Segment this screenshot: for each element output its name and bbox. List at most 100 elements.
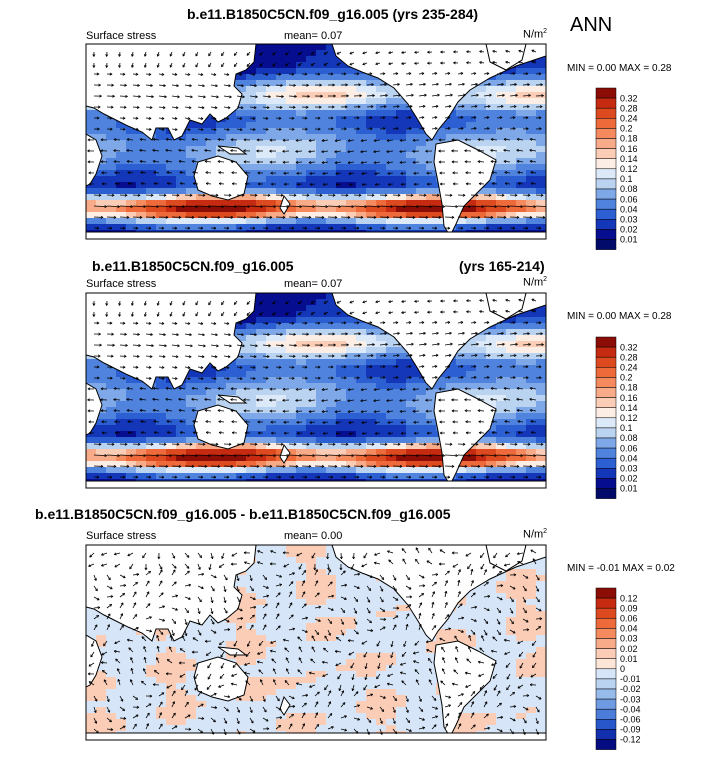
wind-vector-head [360, 161, 364, 165]
field-cell [306, 56, 317, 63]
field-cell [286, 182, 297, 189]
wind-vector-head [453, 299, 456, 303]
wind-vector [457, 105, 465, 108]
field-cell [536, 473, 546, 480]
land-antarctica [86, 480, 546, 488]
wind-vector-head [463, 342, 466, 346]
field-cell [356, 323, 367, 330]
field-cell [136, 467, 147, 474]
field-cell [216, 455, 227, 462]
wind-vector-head [525, 376, 529, 380]
field-cell [306, 218, 317, 225]
wind-vector [477, 139, 485, 141]
field-cell [396, 353, 407, 360]
wind-vector-head [113, 215, 117, 219]
wind-vector-head [529, 137, 533, 141]
field-cell [226, 455, 237, 462]
wind-vector [349, 62, 355, 66]
field-cell [376, 389, 387, 396]
wind-vector-head [213, 377, 217, 380]
wind-vector-head [191, 408, 195, 412]
wind-vector-head [255, 344, 258, 348]
wind-vector [145, 95, 154, 98]
field-cell [496, 152, 507, 159]
field-cell [496, 461, 507, 468]
field-cell [406, 158, 417, 165]
field-cell [336, 140, 347, 147]
field-cell [376, 341, 387, 348]
field-cell [356, 425, 367, 432]
wind-vector-head [515, 342, 518, 346]
field-cell [246, 98, 257, 105]
field-cell [386, 218, 397, 225]
wind-vector [210, 128, 217, 131]
field-cell [336, 92, 347, 99]
field-cell [466, 224, 477, 231]
wind-vector-head [547, 205, 549, 207]
wind-vector [348, 172, 355, 175]
field-cell [366, 461, 377, 468]
wind-vector-head [291, 72, 295, 76]
field-cell [506, 395, 517, 402]
wind-vector [373, 139, 381, 142]
field-cell [206, 383, 217, 390]
field-cell [106, 146, 117, 153]
field-cell [426, 455, 437, 462]
field-cell [226, 449, 237, 456]
field-cell [106, 389, 117, 396]
field-cell [246, 116, 257, 123]
field-cell [486, 200, 497, 207]
wind-vector-head [202, 84, 205, 88]
field-cell [536, 467, 546, 474]
field-cell [506, 317, 517, 324]
field-cell [516, 407, 527, 414]
wind-vector [321, 388, 329, 391]
wind-vector-head [349, 311, 353, 315]
wind-vector-head [425, 398, 428, 402]
wind-vector-head [514, 332, 517, 336]
wind-vector [457, 354, 465, 357]
wind-vector [197, 84, 205, 87]
field-cell [176, 152, 187, 159]
wind-vector [373, 388, 381, 391]
wind-vector [272, 311, 277, 316]
field-cell [516, 371, 527, 378]
field-cell [286, 200, 297, 207]
field-cell [326, 341, 337, 348]
field-cell [276, 371, 287, 378]
field-cell [266, 437, 277, 444]
wind-vector-head [356, 226, 360, 230]
field-cell [316, 431, 327, 438]
field-cell [266, 224, 277, 231]
wind-vector [152, 149, 160, 152]
field-cell [326, 140, 337, 147]
wind-vector-head [272, 63, 276, 67]
field-cell [526, 383, 537, 390]
wind-vector-head [126, 160, 130, 164]
field-cell [126, 413, 137, 420]
wind-vector [321, 150, 329, 153]
wind-vector-head [179, 182, 183, 186]
wind-vector-head [200, 226, 204, 230]
wind-vector [509, 105, 517, 108]
wind-vector [127, 172, 134, 174]
wind-vector [309, 172, 316, 174]
wind-vector-head [126, 138, 130, 142]
wind-vector-head [356, 72, 360, 76]
field-cell [266, 341, 277, 348]
field-cell [496, 377, 507, 384]
field-cell [386, 140, 397, 147]
wind-vector-head [382, 72, 386, 76]
wind-vector [288, 344, 297, 346]
wind-vector-head [492, 309, 495, 313]
field-cell [256, 443, 267, 450]
wind-vector [141, 182, 147, 185]
field-cell [526, 122, 537, 129]
wind-vector [210, 377, 217, 380]
field-cell [296, 56, 307, 63]
field-cell [156, 467, 167, 474]
wind-vector-head [531, 60, 535, 64]
wind-vector-head [254, 84, 257, 88]
field-cell [106, 128, 117, 135]
field-cell [306, 467, 317, 474]
